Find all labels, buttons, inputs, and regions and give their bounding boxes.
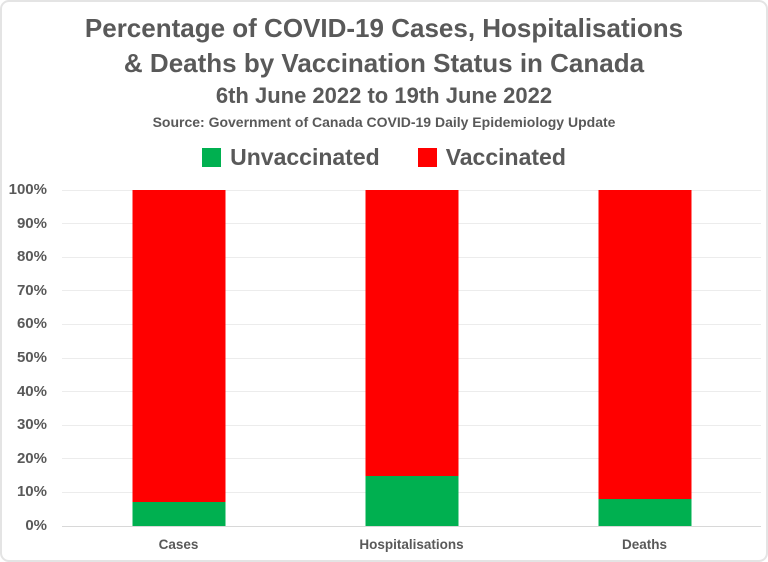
chart-header: Percentage of COVID-19 Cases, Hospitalis… xyxy=(2,2,766,132)
legend-item-vaccinated: Vaccinated xyxy=(417,144,566,171)
plot-area xyxy=(62,189,761,527)
vaccinated-swatch-icon xyxy=(417,148,437,167)
y-tick-label-70%: 70% xyxy=(16,281,47,299)
segment-vaccinated-cases xyxy=(132,190,225,503)
y-tick-label-60%: 60% xyxy=(16,315,47,333)
bar-hospitalisations xyxy=(365,190,458,526)
segment-unvaccinated-hospitalisations xyxy=(365,475,458,526)
y-tick-label-40%: 40% xyxy=(16,382,47,400)
y-tick-label-50%: 50% xyxy=(16,349,47,366)
x-tick-label-cases: Cases xyxy=(158,537,199,552)
x-axis-line xyxy=(62,525,761,527)
segment-vaccinated-hospitalisations xyxy=(365,190,458,476)
y-tick-label-0%: 0% xyxy=(25,517,47,534)
segment-unvaccinated-deaths xyxy=(598,499,691,526)
y-tick-label-80%: 80% xyxy=(16,248,47,266)
legend-label-vaccinated: Vaccinated xyxy=(445,144,566,170)
legend-item-unvaccinated: Unvaccinated xyxy=(202,144,380,171)
bar-deaths xyxy=(598,190,691,526)
legend-label-unvaccinated: Unvaccinated xyxy=(230,144,380,170)
unvaccinated-swatch-icon xyxy=(202,148,222,167)
y-tick-label-30%: 30% xyxy=(16,416,47,434)
y-axis: 0% 10% 20% 30% 40% 50% 60% 70% 80% 90% 100% xyxy=(2,182,47,533)
y-tick-label-10%: 10% xyxy=(16,483,47,501)
chart-title-line-1: Percentage of COVID-19 Cases, Hospitalis… xyxy=(84,13,684,43)
x-axis: Cases Hospitalisations Deaths xyxy=(62,537,761,557)
legend: Unvaccinated Vaccinated xyxy=(2,144,766,171)
bar-cases xyxy=(132,190,225,526)
source-note: Source: Government of Canada COVID-19 Da… xyxy=(152,114,616,130)
x-tick-label-hospitalisations: Hospitalisations xyxy=(359,537,464,552)
segment-unvaccinated-cases xyxy=(132,502,225,526)
chart-subtitle: 6th June 2022 to 19th June 2022 xyxy=(215,83,553,108)
y-tick-label-100%: 100% xyxy=(8,181,47,198)
x-tick-label-deaths: Deaths xyxy=(621,537,667,552)
y-tick-label-20%: 20% xyxy=(16,449,47,467)
chart-title-line-2: & Deaths by Vaccination Status in Canada xyxy=(123,48,645,78)
y-tick-label-90%: 90% xyxy=(16,214,47,232)
segment-vaccinated-deaths xyxy=(598,190,691,500)
